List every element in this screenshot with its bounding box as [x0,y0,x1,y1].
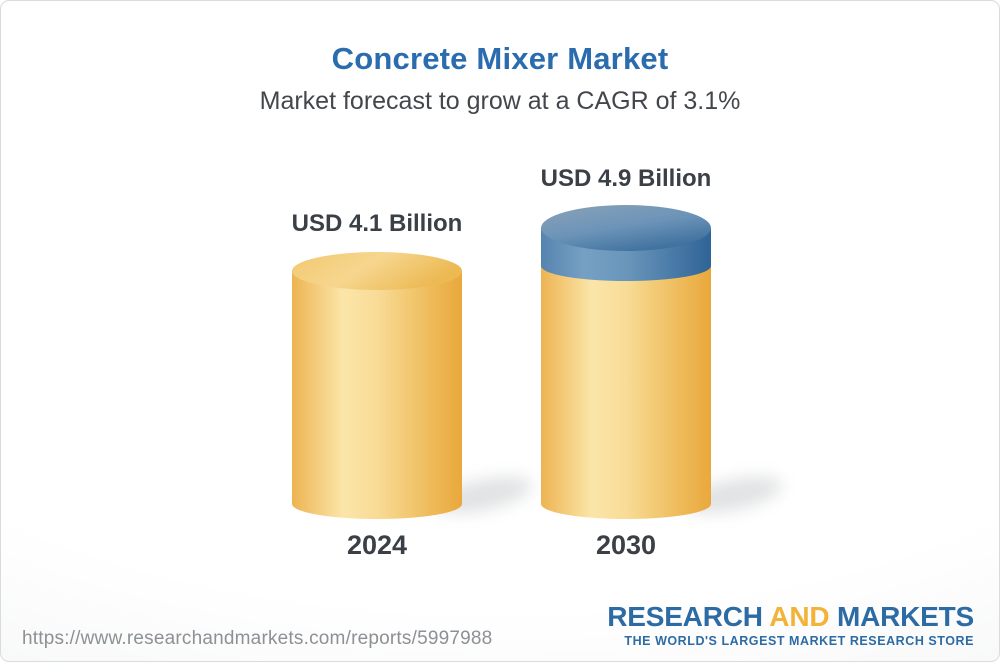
research-and-markets-logo: RESEARCH AND MARKETS THE WORLD'S LARGEST… [607,603,974,648]
logo-word-research: RESEARCH [607,601,763,632]
page-title: Concrete Mixer Market [331,41,669,76]
value-label-2024: USD 4.1 Billion [291,210,463,237]
report-url: https://www.researchandmarkets.com/repor… [22,628,493,649]
logo-tagline: THE WORLD'S LARGEST MARKET RESEARCH STOR… [624,634,974,648]
logo-wordmark: RESEARCH AND MARKETS [607,603,974,631]
logo-word-markets: MARKETS [836,601,974,632]
bar-2030-shadow [683,477,783,513]
bar-2030-cylinder [541,205,711,519]
bar-2030-growth-segment [541,228,711,281]
page-subtitle: Market forecast to grow at a CAGR of 3.1… [259,87,741,115]
bar-2024-shadow [433,477,533,513]
axis-label-2030: 2030 [595,530,657,560]
value-label-2030: USD 4.9 Billion [540,165,712,192]
logo-word-and: AND [769,601,830,632]
axis-label-2024: 2024 [346,530,408,560]
bar-2030-base-segment [541,251,711,519]
bar-2024-cylinder [292,252,462,519]
